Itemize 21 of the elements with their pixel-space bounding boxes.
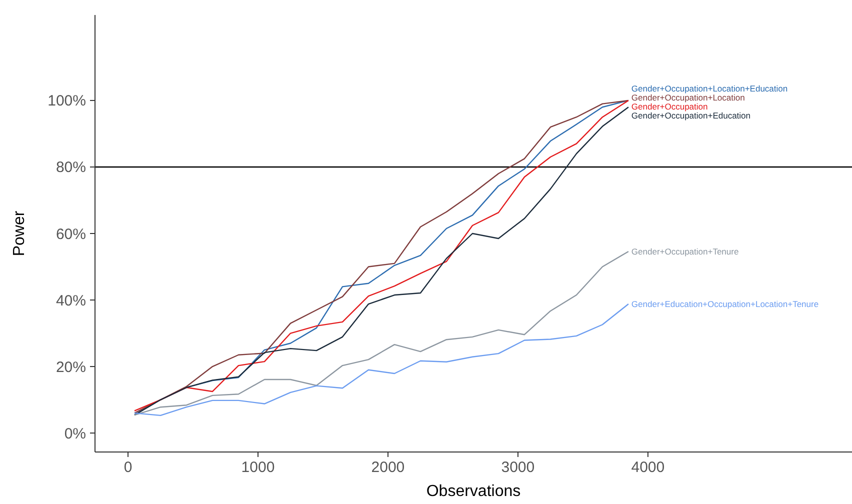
- x-axis-title: Observations: [426, 483, 521, 500]
- y-tick-label: 80%: [56, 159, 86, 176]
- series-label: Gender+Occupation: [631, 102, 708, 112]
- x-tick-label: 1000: [241, 459, 275, 476]
- x-tick-label: 0: [124, 459, 132, 476]
- line-series: [134, 303, 630, 416]
- series-label: Gender+Occupation+Location: [631, 92, 746, 103]
- y-tick-label: 40%: [56, 292, 86, 310]
- y-tick-label: 100%: [48, 92, 86, 110]
- line-series: [134, 250, 630, 416]
- y-tick-label: 20%: [56, 358, 86, 376]
- x-tick-label: 2000: [371, 459, 405, 476]
- y-tick-label: 0%: [64, 425, 86, 442]
- x-tick-label: 4000: [631, 459, 665, 476]
- y-axis-title: Power: [11, 210, 28, 256]
- series-label: Gender+Occupation+Education: [631, 110, 751, 121]
- series-label: Gender+Occupation+Tenure: [631, 246, 739, 256]
- x-tick-label: 3000: [501, 459, 535, 476]
- series-label: Gender+Occupation+Location+Education: [631, 84, 788, 94]
- y-tick-label: 60%: [56, 226, 86, 243]
- series-label: Gender+Education+Occupation+Location+Tenure: [631, 298, 819, 309]
